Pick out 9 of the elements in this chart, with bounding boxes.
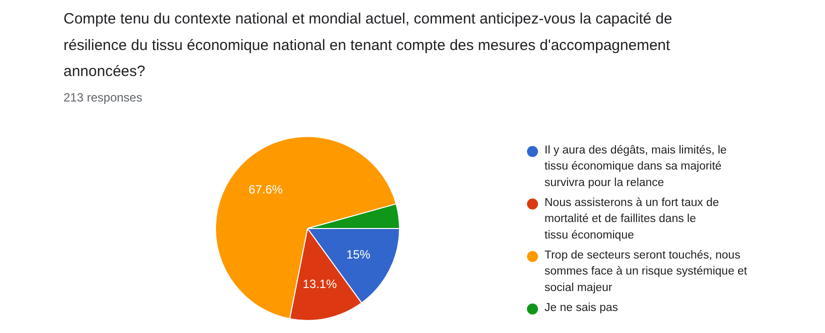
legend-label: Je ne sais pas — [544, 302, 618, 314]
data-label: 13.1% — [302, 277, 338, 292]
data-label: 15% — [346, 247, 371, 262]
text: 213 responses — [64, 90, 142, 104]
legend-label: Il y aura des dégâts, mais limités, le tissu économique dans sa majorité survivra pour la relance — [544, 144, 727, 189]
data-label: 67.6% — [248, 182, 284, 197]
chart-title: Compte tenu du contexte national et mondial actuel, comment anticipez-vous la capacité de résilience du tissu économique national en tenant compte des mesures d'accompagnement annoncées? — [64, 10, 672, 80]
legend-label: Nous assisterons à un fort taux de mortalité et de faillites dans le tissu économique — [544, 197, 720, 242]
legend-label: Trop de secteurs seront touchés, nous sommes face à un risque systémique et social majeur — [544, 250, 748, 294]
